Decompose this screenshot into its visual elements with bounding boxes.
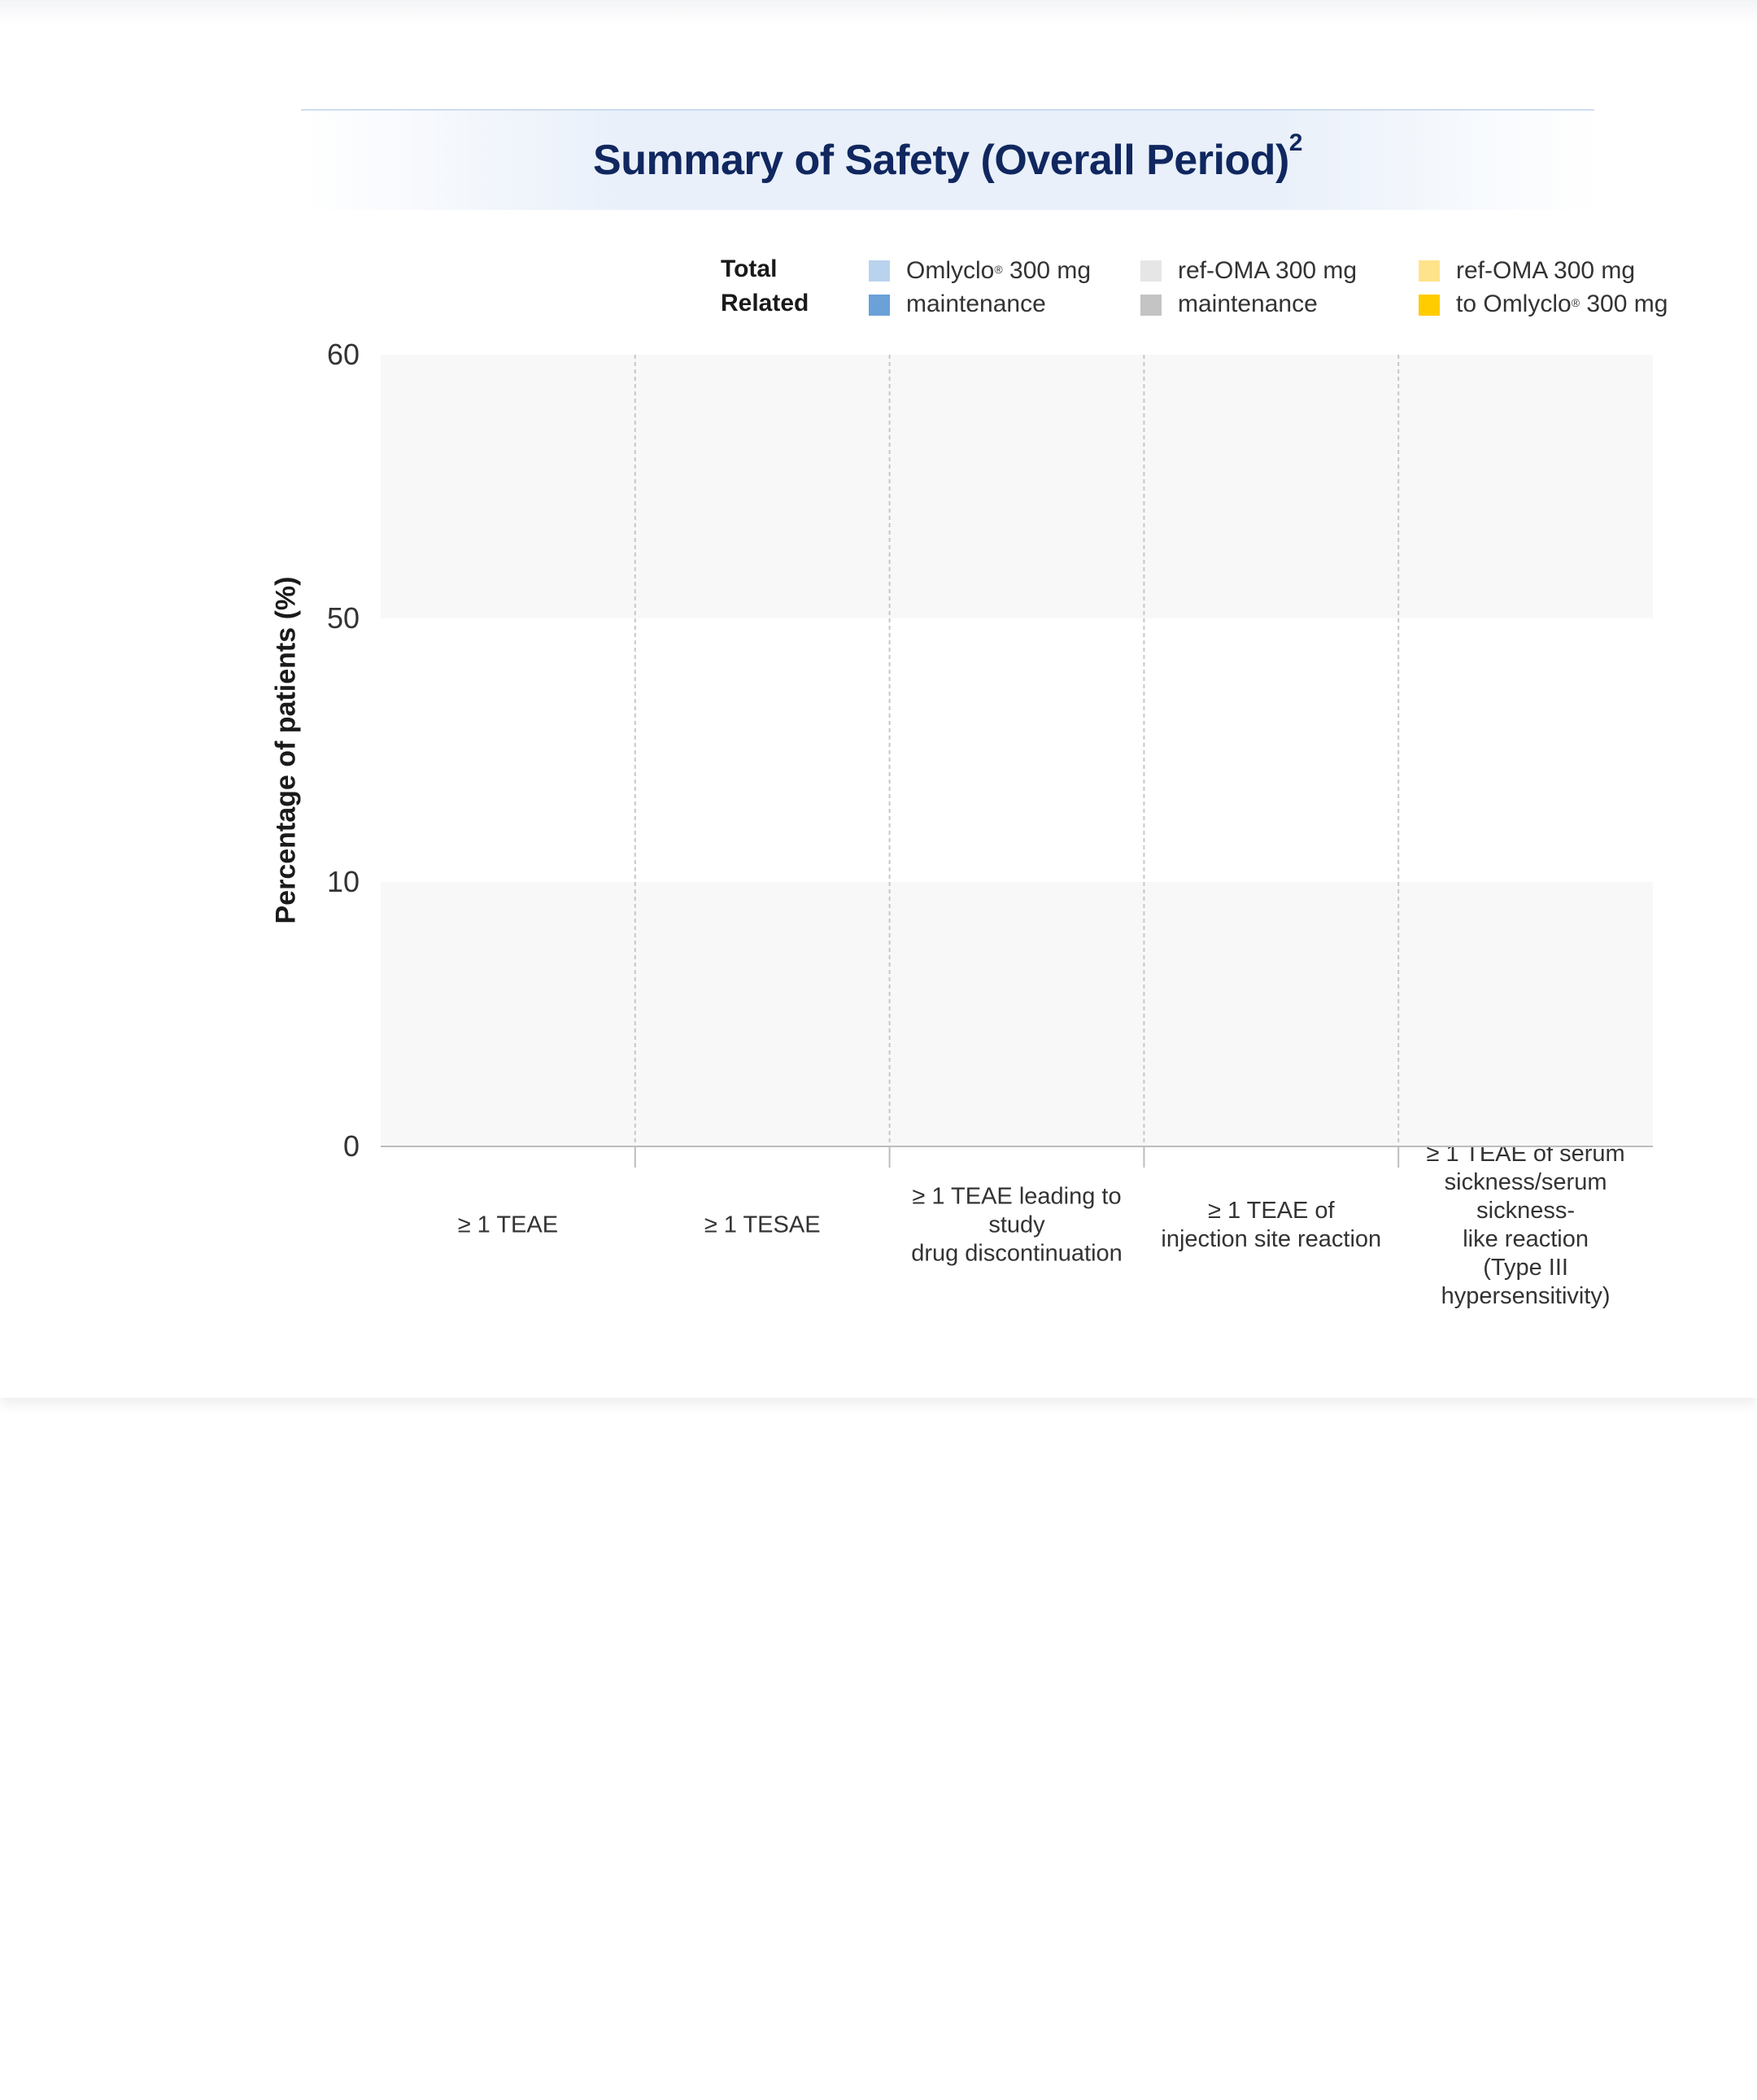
title-footnote-ref: 2 — [1288, 129, 1303, 156]
plot-band-50-60 — [381, 355, 1653, 618]
x-category-label: ≥ 1 TEAE of injection site reaction — [1161, 1198, 1382, 1252]
plot-band-0-10 — [381, 882, 1653, 1146]
legend-related-label: Related — [721, 290, 809, 317]
legend-omlyclo-line1: Omlyclo® 300 mg — [906, 257, 1092, 284]
legend-omlyclo-line2: maintenance — [906, 290, 1046, 317]
legend-ref-oma-line1: ref-OMA 300 mg — [1178, 257, 1358, 284]
top-strip — [0, 0, 1757, 24]
legend-swatch-omlyclo-total — [869, 260, 890, 282]
x-category-label: ≥ 1 TESAE — [704, 1212, 821, 1238]
y-tick-label: 0 — [342, 1129, 360, 1163]
legend-total-label: Total — [721, 255, 778, 282]
legend-swatch-omlyclo-related — [869, 295, 890, 316]
chart-title: Summary of Safety (Overall Period)2 — [593, 129, 1302, 184]
chart-card — [0, 24, 1757, 1398]
y-tick-label: 60 — [326, 338, 360, 371]
x-category-label: ≥ 1 TEAE — [457, 1212, 559, 1238]
legend-switch-line1: ref-OMA 300 mg — [1456, 257, 1636, 284]
legend-switch-line2: to Omlyclo® 300 mg — [1456, 290, 1668, 317]
legend-swatch-ref-oma-related — [1140, 295, 1162, 316]
y-tick-label: 50 — [326, 601, 360, 635]
legend-swatch-switch-related — [1419, 295, 1440, 316]
legend-swatch-ref-oma-total — [1140, 260, 1162, 282]
y-tick-label: 10 — [326, 865, 360, 898]
x-category-label: ≥ 1 TEAE of serum sickness/serum sickness… — [1426, 1141, 1625, 1309]
title-band: Summary of Safety (Overall Period)2 — [301, 109, 1594, 210]
legend-ref-oma-line2: maintenance — [1178, 290, 1318, 317]
x-category-label: ≥ 1 TEAE leading to study drug discontinu… — [911, 1183, 1123, 1267]
legend-swatch-switch-total — [1419, 260, 1440, 282]
